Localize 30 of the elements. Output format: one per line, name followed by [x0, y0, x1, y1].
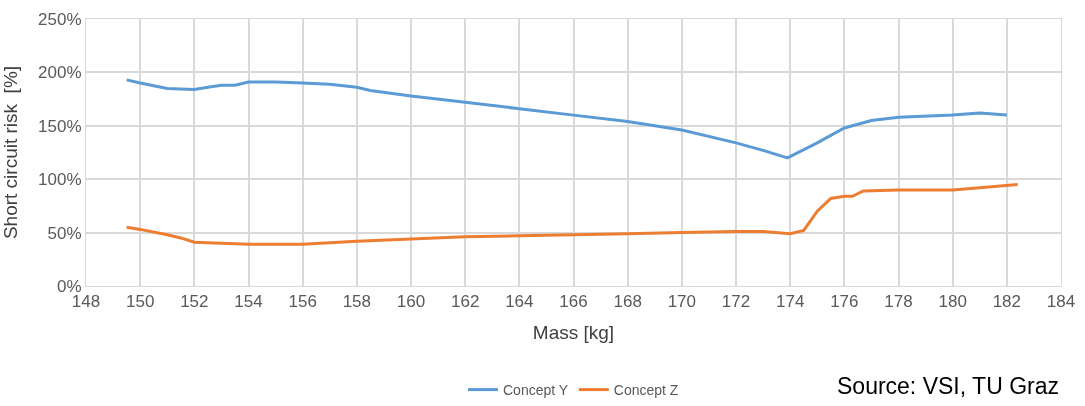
legend-label: Concept Z: [613, 382, 679, 399]
x-tick-label: 150: [125, 292, 155, 312]
x-tick-label: 152: [180, 292, 209, 312]
x-tick-label: 184: [1046, 292, 1076, 312]
x-tick-label: 180: [938, 292, 967, 312]
y-axis-title: Short circuit risk [%]: [0, 65, 21, 240]
x-tick-label: 166: [559, 292, 588, 312]
x-tick-label: 170: [667, 292, 697, 312]
y-tick-label: 250%: [38, 9, 82, 29]
y-tick-label: 50%: [47, 223, 82, 243]
line-series: [125, 183, 1020, 246]
x-tick-label: 174: [775, 292, 805, 312]
x-tick-label: 160: [396, 292, 426, 312]
x-tick-label: 178: [884, 292, 913, 312]
legend-label: Concept Y: [503, 382, 569, 399]
x-tick-label: 158: [342, 292, 372, 312]
y-tick-label: 150%: [38, 116, 82, 136]
x-tick-label: 176: [830, 292, 859, 312]
line-series: [125, 78, 1009, 160]
source-note: Source: VSI, TU Graz: [837, 373, 1059, 399]
x-tick-label: 162: [450, 292, 480, 312]
x-tick-label: 172: [721, 292, 751, 312]
x-axis-title: Mass [kg]: [532, 322, 615, 344]
x-tick-label: 156: [288, 292, 317, 312]
y-tick-label: 100%: [38, 170, 82, 190]
x-tick-label: 164: [505, 292, 534, 312]
y-tick-label: 200%: [38, 63, 82, 83]
x-tick-label: 182: [992, 292, 1022, 312]
x-tick-label: 168: [613, 292, 642, 312]
x-tick-label: 154: [234, 292, 263, 312]
